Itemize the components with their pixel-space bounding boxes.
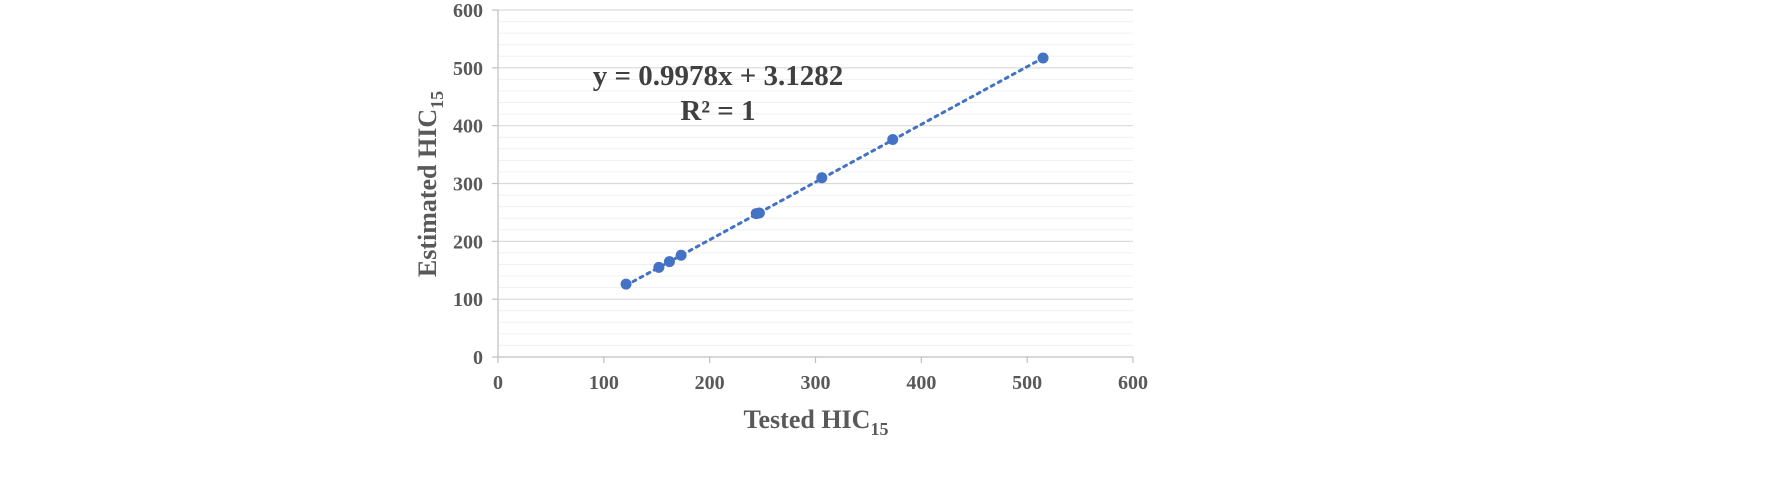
y-axis-title-text: Estimated HIC: [413, 109, 442, 277]
r-squared-label: R² = 1: [680, 95, 755, 127]
y-axis-title: Estimated HIC15: [413, 91, 447, 277]
data-points: [620, 52, 1049, 290]
y-tick-label: 300: [453, 174, 483, 196]
x-axis-title: Tested HIC15: [744, 405, 889, 439]
x-tick-label: 200: [695, 372, 725, 394]
data-point: [653, 261, 665, 273]
y-tick-labels: 0 100 200 300 400 500 600: [453, 0, 483, 369]
x-tick-label: 500: [1012, 372, 1042, 394]
x-tick-labels: 0 100 200 300 400 500 600: [493, 372, 1148, 394]
x-tick-label: 400: [906, 372, 936, 394]
y-tick-label: 500: [453, 58, 483, 80]
x-axis-title-text: Tested HIC: [744, 405, 871, 434]
data-point: [1037, 52, 1049, 64]
data-point: [887, 134, 899, 146]
data-point: [753, 207, 765, 219]
trendline-equation: y = 0.9978x + 3.1282: [593, 60, 844, 92]
trendline: [624, 56, 1045, 287]
minor-gridlines: [498, 21, 1133, 346]
x-tick-label: 600: [1118, 372, 1148, 394]
x-tick-label: 100: [589, 372, 619, 394]
trendline-group: [624, 56, 1045, 287]
x-axis-title-subscript: 15: [870, 419, 888, 439]
x-tick-label: 0: [493, 372, 503, 394]
y-tick-label: 200: [453, 231, 483, 253]
y-tick-label: 100: [453, 289, 483, 311]
data-point: [816, 172, 828, 184]
y-tick-label: 400: [453, 116, 483, 138]
data-point: [663, 256, 675, 268]
y-axis-title-subscript: 15: [427, 91, 447, 109]
y-tick-label: 600: [453, 0, 483, 22]
x-tick-label: 300: [801, 372, 831, 394]
data-point: [675, 249, 687, 261]
data-point: [620, 278, 632, 290]
y-tick-label: 0: [473, 347, 483, 369]
